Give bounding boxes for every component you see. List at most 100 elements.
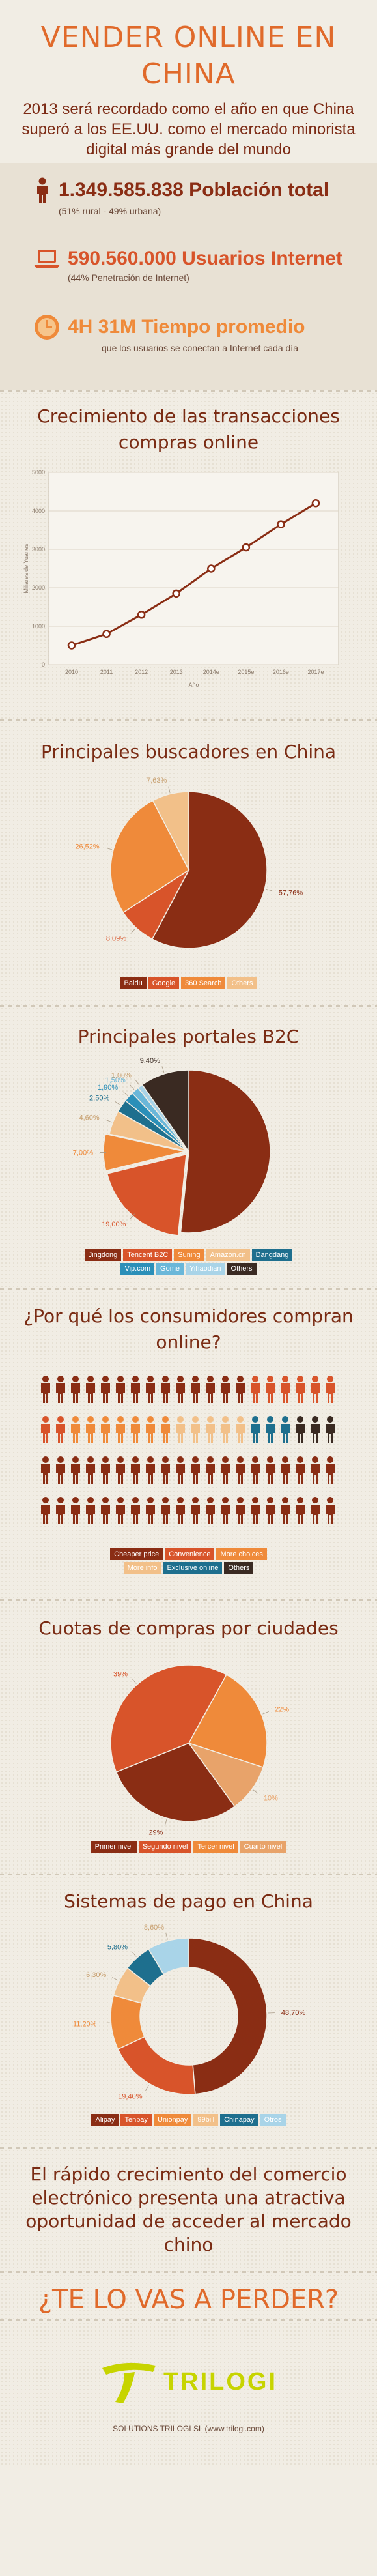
slice-value-label: 19,40% xyxy=(118,2093,143,2101)
legend-item: 360 Search xyxy=(181,977,226,989)
slice-value-label: 10% xyxy=(264,1794,278,1802)
pie-slice xyxy=(148,1937,189,1975)
person-icon xyxy=(206,1456,215,1484)
person-icon xyxy=(221,1497,230,1524)
person-icon xyxy=(101,1416,110,1443)
person-icon xyxy=(41,1456,50,1484)
data-point xyxy=(172,589,180,598)
label-leader xyxy=(164,1819,167,1826)
legend-item: Cuarto nivel xyxy=(240,1841,286,1853)
slice-value-label: 39% xyxy=(113,1670,128,1678)
divider xyxy=(0,1005,377,1007)
pie-slice xyxy=(188,1742,264,1808)
legend-item: Tencent B2C xyxy=(123,1249,173,1261)
y-tick-label: 4000 xyxy=(32,508,45,514)
legend-item: More choices xyxy=(216,1548,267,1560)
person-icon xyxy=(131,1376,140,1403)
legend-item: Baidu xyxy=(120,977,147,989)
series-line xyxy=(71,502,316,646)
x-tick-label: 2015e xyxy=(238,669,254,675)
person-icon xyxy=(296,1416,305,1443)
person-icon xyxy=(266,1456,275,1484)
person-icon xyxy=(41,1376,50,1403)
footer-credit: SOLUTIONS TRILOGI SL (www.trilogi.com) xyxy=(113,2424,264,2433)
person-icon xyxy=(161,1376,170,1403)
person-icon xyxy=(296,1376,305,1403)
payment-section: Sistemas de pago en China 48,70% 19,40% 11… xyxy=(0,1875,377,2147)
person-icon xyxy=(251,1456,260,1484)
person-icon xyxy=(116,1456,125,1484)
pie-slice xyxy=(188,1673,268,1769)
legend-item: Cheaper price xyxy=(110,1548,163,1560)
person-icon xyxy=(311,1456,320,1484)
slice-value-label: 4,60% xyxy=(79,1114,99,1122)
why-section: ¿Por qué los consumidores compran online… xyxy=(0,1290,377,1599)
person-icon xyxy=(236,1497,245,1524)
slice-value-label: 7,63% xyxy=(147,777,167,785)
laptop-icon xyxy=(34,250,60,268)
person-icon xyxy=(86,1456,95,1484)
search-engines-title: Principales buscadores en China xyxy=(40,741,337,762)
label-leader xyxy=(161,1066,165,1073)
why-title: ¿Por qué los consumidores compran online… xyxy=(0,1303,377,1355)
person-icon xyxy=(326,1497,335,1524)
trilogi-logo-icon xyxy=(102,2362,156,2403)
legend-item: Unionpay xyxy=(153,2114,192,2126)
label-leader xyxy=(105,1119,112,1123)
slice-value-label: 5,80% xyxy=(107,1943,128,1951)
person-icon xyxy=(131,1456,140,1484)
person-icon xyxy=(71,1376,80,1403)
stat-internet: 590.560.000 Usuarios Internet (44% Penet… xyxy=(34,248,342,283)
person-icon xyxy=(191,1456,200,1484)
slice-value-label: 6,30% xyxy=(86,1971,106,1979)
pie-slice xyxy=(115,1743,236,1822)
person-icon xyxy=(161,1416,170,1443)
person-icon xyxy=(191,1376,200,1403)
person-icon xyxy=(191,1416,200,1443)
stat-time: 4H 31M Tiempo promedio que los usuarios … xyxy=(34,314,305,353)
pie-slice xyxy=(110,1664,227,1773)
person-icon xyxy=(86,1416,95,1443)
cities-section: Cuotas de compras por ciudades 29% 39% 22%… xyxy=(0,1601,377,1874)
label-leader xyxy=(122,1091,128,1096)
why-title-2: online? xyxy=(156,1331,221,1353)
slice-value-label: 29% xyxy=(148,1829,163,1836)
pie-slice xyxy=(151,791,268,949)
line-chart-title: Crecimiento de las transacciones compras… xyxy=(0,403,377,456)
person-icon xyxy=(56,1376,65,1403)
stat-time-value: 4H 31M Tiempo promedio xyxy=(68,316,305,338)
closing-text: El rápido crecimiento del comercio elect… xyxy=(0,2163,377,2257)
x-tick-label: 2016e xyxy=(273,669,289,675)
person-icon xyxy=(221,1376,230,1403)
legend-item: Segundo nivel xyxy=(138,1841,192,1853)
label-leader xyxy=(115,1101,121,1106)
divider xyxy=(0,719,377,721)
legend-item: Tenpay xyxy=(120,2114,152,2126)
label-leader xyxy=(165,1933,168,1940)
header: VENDER ONLINE EN CHINA 2013 será recorda… xyxy=(0,0,377,163)
legend-item: Google xyxy=(148,977,180,989)
person-icon xyxy=(161,1497,170,1524)
closing-line-3: oportunidad de acceder al mercado chino xyxy=(25,2210,352,2255)
x-tick-label: 2011 xyxy=(100,669,113,675)
person-icon xyxy=(206,1497,215,1524)
cities-legend: Primer nivel Segundo nivel Tercer nivel Cua… xyxy=(0,1841,377,1853)
divider xyxy=(0,2147,377,2149)
person-icon xyxy=(266,1416,275,1443)
b2c-title: Principales portales B2C xyxy=(77,1026,300,1047)
person-icon xyxy=(221,1416,230,1443)
y-axis-label: Miliares de Yuanes xyxy=(23,543,29,593)
data-point xyxy=(137,611,146,619)
search-engines-pie: 57,76% 8,09% 26,52% 7,63% xyxy=(75,777,303,949)
label-leader xyxy=(253,1789,259,1794)
divider xyxy=(0,2319,377,2321)
legend-item: Suning xyxy=(174,1249,204,1261)
person-icon xyxy=(191,1497,200,1524)
person-icon xyxy=(281,1497,290,1524)
legend-item: Otros xyxy=(260,2114,286,2126)
title-line-2: CHINA xyxy=(141,57,236,91)
person-icon xyxy=(206,1416,215,1443)
title-line-1: VENDER ONLINE EN xyxy=(40,21,337,54)
slice-value-label: 1,00% xyxy=(111,1071,132,1079)
y-tick-label: 2000 xyxy=(32,585,45,591)
